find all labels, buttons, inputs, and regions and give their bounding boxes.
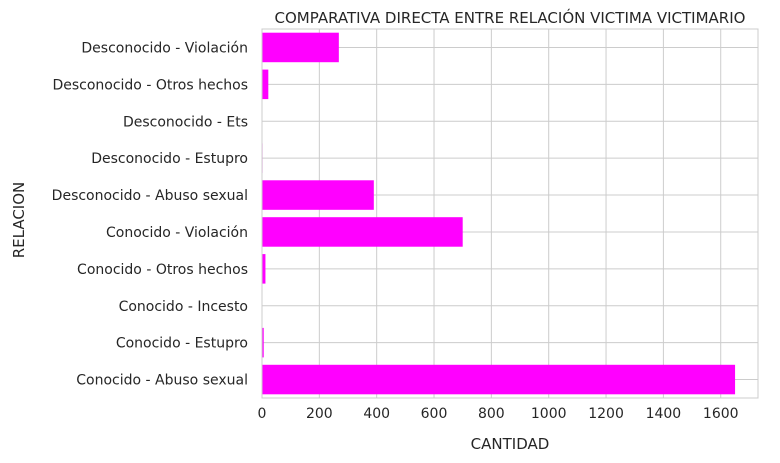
y-tick-label: Desconocido - Violación — [81, 40, 248, 56]
bar — [262, 32, 339, 63]
plot-frame — [261, 28, 759, 399]
x-axis-label: CANTIDAD — [471, 435, 550, 453]
x-tick-label: 1600 — [703, 406, 739, 422]
x-tick-label: 1000 — [531, 406, 567, 422]
y-tick-label: Desconocido - Estupro — [91, 151, 248, 167]
bars — [262, 32, 736, 395]
x-tick-label: 200 — [306, 406, 333, 422]
y-tick-label: Conocido - Incesto — [119, 299, 248, 315]
y-tick-labels: Conocido - Abuso sexual Conocido - Estupr… — [52, 40, 248, 388]
bar — [262, 180, 374, 210]
bar — [262, 254, 266, 284]
bar — [262, 364, 736, 395]
x-tick-label: 400 — [363, 406, 390, 422]
y-tick-label: Conocido - Abuso sexual — [76, 373, 248, 389]
x-tick-label: 1400 — [646, 406, 682, 422]
x-tick-label: 1200 — [588, 406, 624, 422]
x-tick-labels: 0 200 400 600 800 1000 1200 1400 1600 — [258, 406, 739, 422]
y-tick-label: Conocido - Estupro — [116, 336, 248, 352]
bar — [262, 217, 463, 247]
x-tick-label: 600 — [421, 406, 448, 422]
y-tick-label: Desconocido - Abuso sexual — [52, 188, 248, 204]
y-axis-label: RELACION — [10, 182, 28, 259]
y-tick-label: Conocido - Otros hechos — [77, 262, 248, 278]
bar — [262, 327, 264, 358]
bar — [262, 69, 269, 100]
y-tick-label: Conocido - Violación — [106, 225, 248, 241]
x-tick-label: 0 — [258, 406, 267, 422]
y-tick-label: Desconocido - Ets — [123, 114, 248, 130]
x-tick-label: 800 — [478, 406, 505, 422]
chart-title: COMPARATIVA DIRECTA ENTRE RELACIÓN VICTI… — [275, 8, 746, 27]
y-tick-label: Desconocido - Otros hechos — [52, 77, 248, 93]
